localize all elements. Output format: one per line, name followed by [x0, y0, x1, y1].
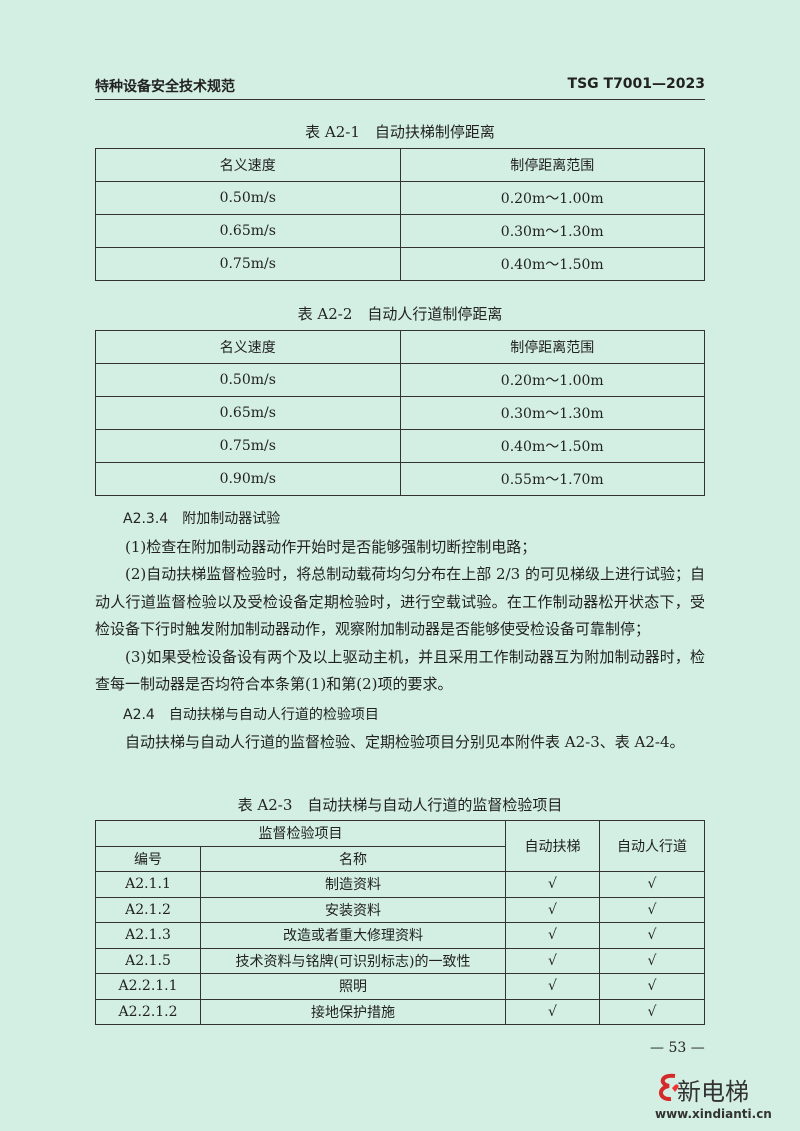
section-heading: A2.4 自动扶梯与自动人行道的检验项目 — [123, 706, 379, 723]
cell: 0.55m～1.70m — [399, 462, 705, 496]
table3: 监督检验项目 自动扶梯 自动人行道 编号 名称 A2.1.1 制造资料 √ √ A2.1.2… — [95, 820, 705, 1025]
cell: 0.40m～1.50m — [399, 429, 705, 463]
cell: 安装资料 — [200, 896, 506, 923]
header-standard-code: TSG T7001—2023 — [567, 76, 705, 92]
cell: 0.50m/s — [95, 181, 401, 215]
cell: 0.40m～1.50m — [399, 247, 705, 281]
cell: A2.1.3 — [95, 922, 201, 949]
table-row: 0.90m/s 0.55m～1.70m — [95, 462, 705, 496]
cell: 0.65m/s — [95, 214, 401, 248]
cell: 0.65m/s — [95, 396, 401, 430]
col-header: 名义速度 — [95, 330, 401, 364]
paragraph: (1)检查在附加制动器动作开始时是否能够强制切断控制电路； — [125, 537, 537, 556]
logo-url: www.xindianti.cn — [655, 1107, 772, 1121]
table-row: 0.75m/s 0.40m～1.50m — [95, 247, 705, 281]
paragraph: (2)自动扶梯监督检验时，将总制动载荷均匀分布在上部 2/3 的可见梯级上进行试… — [95, 565, 705, 638]
cell: √ — [505, 922, 600, 949]
cell: 0.50m/s — [95, 363, 401, 397]
cell: A2.1.5 — [95, 947, 201, 974]
cell: A2.2.1.1 — [95, 973, 201, 1000]
col-header: 制停距离范围 — [399, 148, 705, 182]
cell: 0.75m/s — [95, 247, 401, 281]
table1: 名义速度 制停距离范围 0.50m/s 0.20m～1.00m 0.65m/s 0.3… — [95, 148, 705, 281]
cell: √ — [599, 973, 705, 1000]
table-row: A2.2.1.1 照明 √ √ — [95, 973, 705, 1000]
cell: 0.20m～1.00m — [399, 363, 705, 397]
table-row: A2.1.5 技术资料与铭牌(可识别标志)的一致性 √ √ — [95, 947, 705, 974]
cell: A2.2.1.2 — [95, 998, 201, 1025]
cell: 照明 — [200, 973, 506, 1000]
cell: 制造资料 — [200, 871, 506, 898]
cell: A2.1.2 — [95, 896, 201, 923]
watermark-logo: 新电梯 www.xindianti.cn — [655, 1072, 772, 1121]
cell: √ — [599, 998, 705, 1025]
cell: √ — [599, 896, 705, 923]
table1-caption: 表 A2-1 自动扶梯制停距离 — [305, 123, 495, 141]
logo-name: 新电梯 — [677, 1078, 749, 1106]
cell: √ — [599, 871, 705, 898]
cell: 0.20m～1.00m — [399, 181, 705, 215]
col-header: 编号 — [95, 845, 201, 872]
table2-caption: 表 A2-2 自动人行道制停距离 — [297, 305, 503, 323]
cell: 0.30m～1.30m — [399, 396, 705, 430]
logo-mark-icon — [659, 1073, 679, 1102]
cell: √ — [505, 973, 600, 1000]
cell: 0.90m/s — [95, 462, 401, 496]
cell: √ — [505, 896, 600, 923]
cell: √ — [505, 947, 600, 974]
cell: 0.75m/s — [95, 429, 401, 463]
header-title: 特种设备安全技术规范 — [95, 79, 235, 95]
col-header: 名称 — [200, 845, 506, 872]
table-row: A2.1.1 制造资料 √ √ — [95, 871, 705, 898]
cell: √ — [599, 922, 705, 949]
cell: 接地保护措施 — [200, 998, 506, 1025]
col-header: 制停距离范围 — [399, 330, 705, 364]
table-row: 0.65m/s 0.30m～1.30m — [95, 214, 705, 248]
table-row: A2.2.1.2 接地保护措施 √ √ — [95, 998, 705, 1025]
col-header: 自动扶梯 — [505, 820, 600, 872]
section-heading: A2.3.4 附加制动器试验 — [123, 511, 281, 527]
table-row: 0.50m/s 0.20m～1.00m — [95, 181, 705, 215]
table-row: A2.1.2 安装资料 √ √ — [95, 896, 705, 923]
page-number: — 53 — — [650, 1040, 705, 1056]
table-row: A2.1.3 改造或者重大修理资料 √ √ — [95, 922, 705, 949]
cell: 改造或者重大修理资料 — [200, 922, 506, 949]
paragraph: (3)如果受检设备设有两个及以上驱动主机，并且采用工作制动器互为附加制动器时，检… — [95, 647, 705, 694]
col-header: 自动人行道 — [599, 820, 705, 872]
table-row: 0.50m/s 0.20m～1.00m — [95, 363, 705, 397]
table3-caption: 表 A2-3 自动扶梯与自动人行道的监督检验项目 — [237, 796, 563, 814]
table-row: 0.75m/s 0.40m～1.50m — [95, 429, 705, 463]
cell: 0.30m～1.30m — [399, 214, 705, 248]
col-header: 名义速度 — [95, 148, 401, 182]
header-divider — [95, 99, 705, 100]
cell: 技术资料与铭牌(可识别标志)的一致性 — [200, 947, 506, 974]
table-row: 0.65m/s 0.30m～1.30m — [95, 396, 705, 430]
paragraph: 自动扶梯与自动人行道的监督检验、定期检验项目分别见本附件表 A2-3、表 A2-… — [125, 733, 685, 751]
cell: A2.1.1 — [95, 871, 201, 898]
cell: √ — [505, 871, 600, 898]
col-header: 监督检验项目 — [95, 820, 506, 847]
table2: 名义速度 制停距离范围 0.50m/s 0.20m～1.00m 0.65m/s 0.3… — [95, 330, 705, 496]
cell: √ — [505, 998, 600, 1025]
cell: √ — [599, 947, 705, 974]
section-a234: A2.3.4 附加制动器试验 (1)检查在附加制动器动作开始时是否能够强制切断控… — [95, 506, 705, 757]
